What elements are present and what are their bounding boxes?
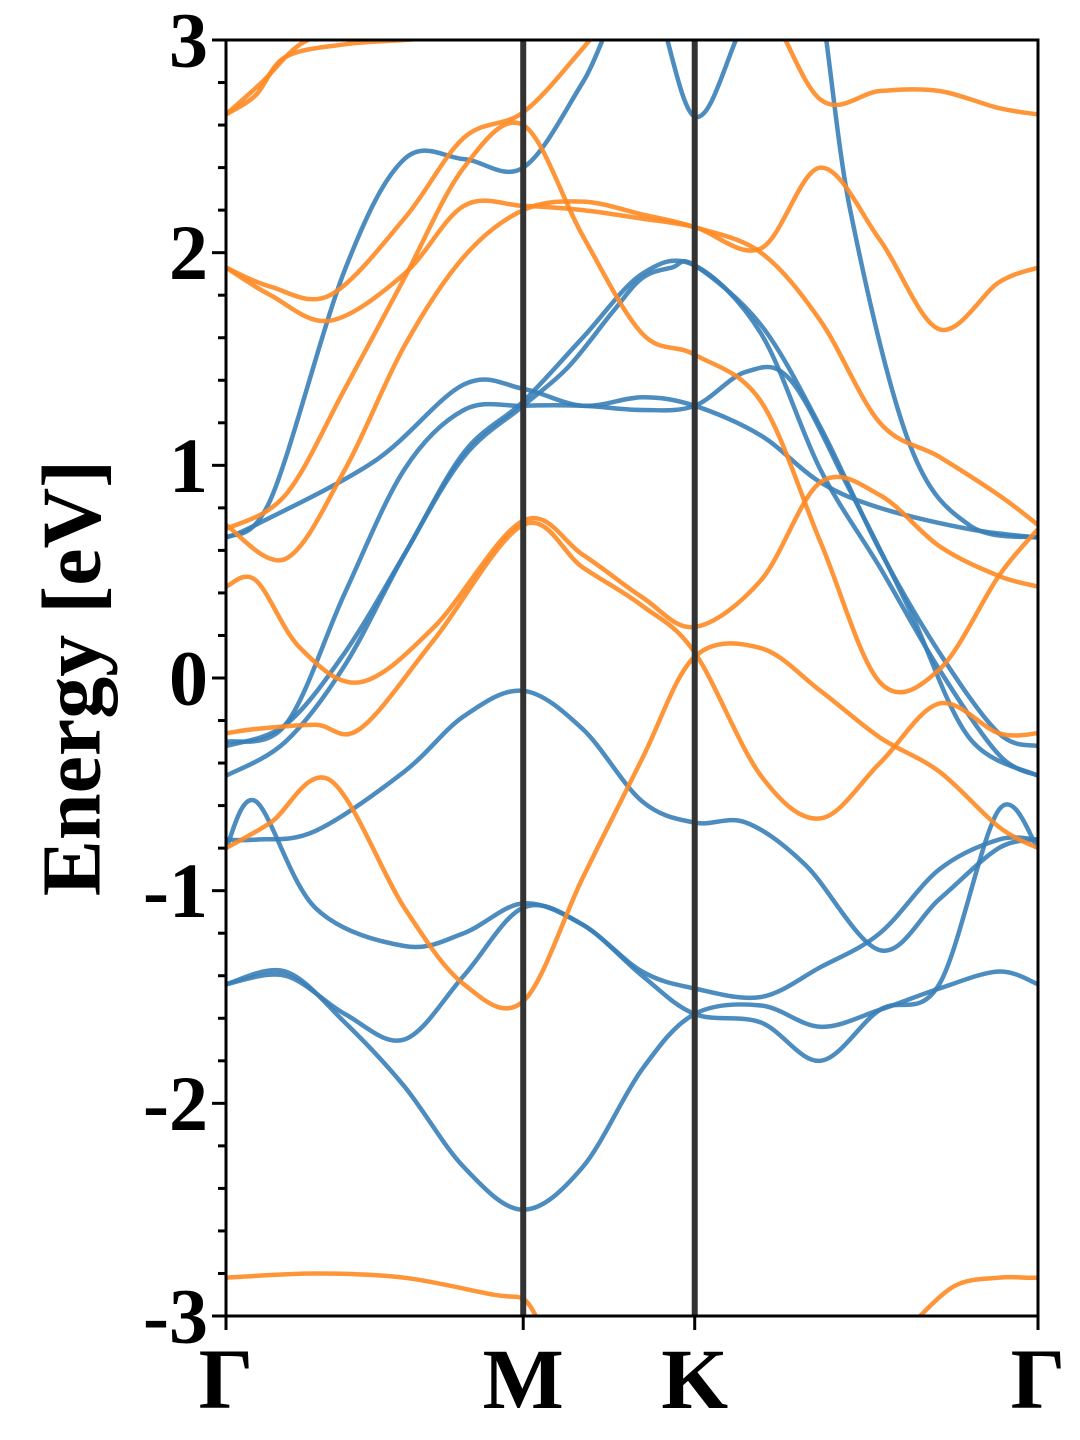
orange-band-line-18 [226,40,437,117]
x-tick-label: K [661,1331,728,1427]
y-tick-label: 3 [169,0,208,84]
blue-band-line-0 [226,377,1038,540]
orange-band-line-10 [226,120,1038,695]
y-tick-label: -2 [143,1060,208,1147]
y-tick-label: 0 [169,635,208,722]
orange-band-line-15 [226,641,1038,1011]
axes-frame [224,38,1040,1318]
y-axis-ticks: 3 2 1 0 -1 -2 -3 [143,0,226,1360]
blue-band-line-4 [226,40,1038,540]
orange-band-line-19 [226,40,314,117]
orange-band-line-17 [917,1274,1038,1316]
x-tick-label: Γ [1011,1331,1066,1427]
x-tick-label: M [483,1331,564,1427]
y-tick-label: 2 [169,209,208,296]
orange-band-line-9 [226,199,1038,563]
y-axis-label: Energy [eV] [25,460,118,896]
orange-band-line-16 [226,1271,539,1316]
blue-band-line-7 [226,802,1038,1064]
x-tick-label: Γ [199,1331,254,1427]
y-tick-label: -3 [143,1273,208,1360]
orange-band-line-14 [226,520,1038,821]
orange-band-line-11 [226,40,1038,302]
blue-band-line-3 [226,364,1038,779]
blue-band-line-1 [226,258,1038,779]
y-tick-label: 1 [169,422,208,509]
blue-band-line-8 [226,967,1038,1212]
bands-group [226,40,1038,1316]
orange-band-line-13 [226,474,1038,685]
y-tick-label: -1 [143,847,208,934]
k-point-divider-lines [520,40,698,1316]
orange-band-line-12 [226,165,1038,333]
blue-band-line-5 [226,688,1038,953]
